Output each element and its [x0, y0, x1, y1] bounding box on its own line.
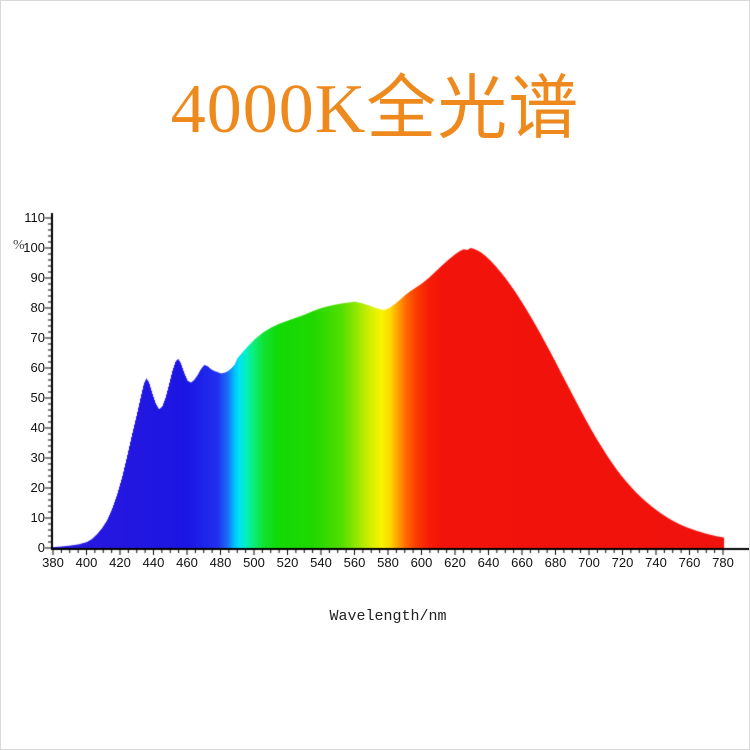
x-tick-label: 500 [243, 555, 265, 570]
x-tick-label: 540 [310, 555, 332, 570]
y-tick-label: 70 [30, 330, 45, 345]
y-tick-label: 90 [30, 270, 45, 285]
x-tick-label: 640 [477, 555, 500, 570]
x-tick-label: 620 [444, 555, 466, 570]
y-tick-label: 60 [30, 360, 45, 375]
y-tick-label: 50 [30, 390, 45, 405]
x-tick-label: 660 [511, 555, 533, 570]
y-tick-label: 100 [23, 240, 45, 255]
x-tick-label: 440 [142, 555, 165, 570]
y-tick-label: 10 [30, 510, 45, 525]
x-tick-label: 560 [343, 555, 366, 570]
y-tick-label: 110 [24, 210, 45, 225]
x-tick-label: 580 [377, 555, 399, 570]
x-tick-label: 780 [712, 555, 734, 570]
spectrum-area-plot [1, 1, 749, 701]
x-tick-label: 680 [544, 555, 567, 570]
x-tick-label: 700 [578, 555, 600, 570]
x-tick-label: 600 [410, 555, 433, 570]
x-tick-label: 400 [75, 555, 98, 570]
x-axis-title: Wavelength/nm [329, 608, 447, 625]
x-tick-label: 480 [209, 555, 232, 570]
x-tick-label: 460 [176, 555, 198, 570]
y-tick-label: 30 [30, 450, 45, 465]
y-tick-label: 0 [37, 540, 45, 555]
y-tick-label: 80 [30, 300, 45, 315]
x-tick-label: 720 [611, 555, 634, 570]
y-tick-label: 40 [30, 420, 45, 435]
x-tick-label: 520 [276, 555, 299, 570]
x-tick-label: 420 [109, 555, 131, 570]
x-tick-label: 760 [678, 555, 701, 570]
y-axis-unit-label: % [13, 238, 25, 253]
x-tick-label: 740 [645, 555, 667, 570]
x-tick-label: 380 [42, 555, 64, 570]
y-tick-label: 20 [30, 480, 45, 495]
